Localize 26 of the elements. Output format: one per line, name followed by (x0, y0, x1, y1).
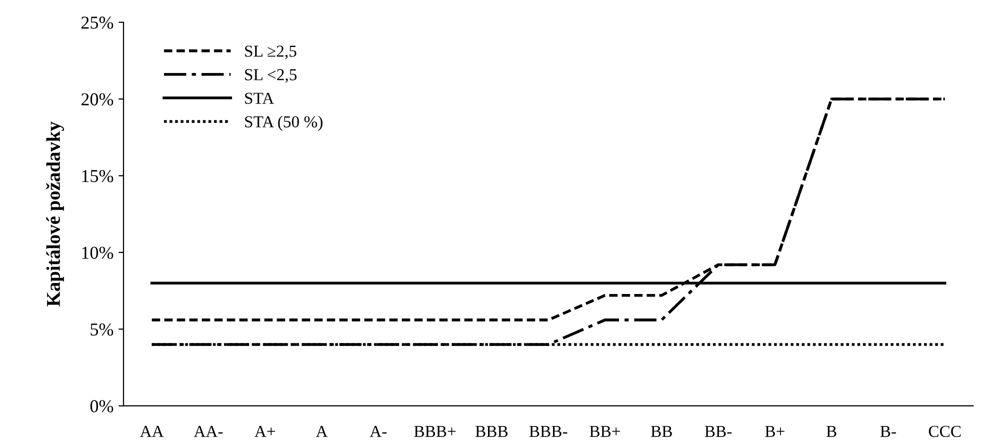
x-tick-label: BBB- (529, 426, 568, 437)
x-tick-label: A+ (254, 426, 276, 437)
x-tick-label: BB+ (590, 426, 620, 437)
y-tick-label: 5% (90, 323, 114, 336)
x-tick-label: B+ (765, 426, 784, 437)
y-tick-label: 20% (81, 93, 114, 106)
x-tick-label: AA- (194, 426, 223, 437)
x-tick-label: BB (650, 426, 672, 437)
x-tick-label: AA (140, 426, 164, 437)
x-tick-label: B- (880, 426, 896, 437)
x-tick-label: BBB+ (414, 426, 456, 437)
legend-label: STA (50 %) (245, 116, 322, 131)
y-tick-label: 25% (81, 16, 114, 29)
y-tick-label: 15% (82, 170, 114, 182)
x-tick-label: BBB (476, 426, 508, 437)
legend-label: STA (245, 92, 274, 104)
x-tick-label: BB- (704, 426, 732, 437)
x-tick-label: A (316, 426, 328, 437)
y-tick-label: 0% (90, 400, 114, 412)
legend-label: SL <2,5 (245, 69, 297, 83)
x-tick-label: A- (370, 426, 387, 437)
x-tick-label: B (826, 426, 836, 437)
legend-label: SL ≥2,5 (245, 46, 296, 60)
y-tick-label: 10% (82, 246, 114, 259)
x-tick-label: CCC (928, 426, 961, 438)
y-axis-title: Kapitálové požadavky (46, 122, 64, 306)
